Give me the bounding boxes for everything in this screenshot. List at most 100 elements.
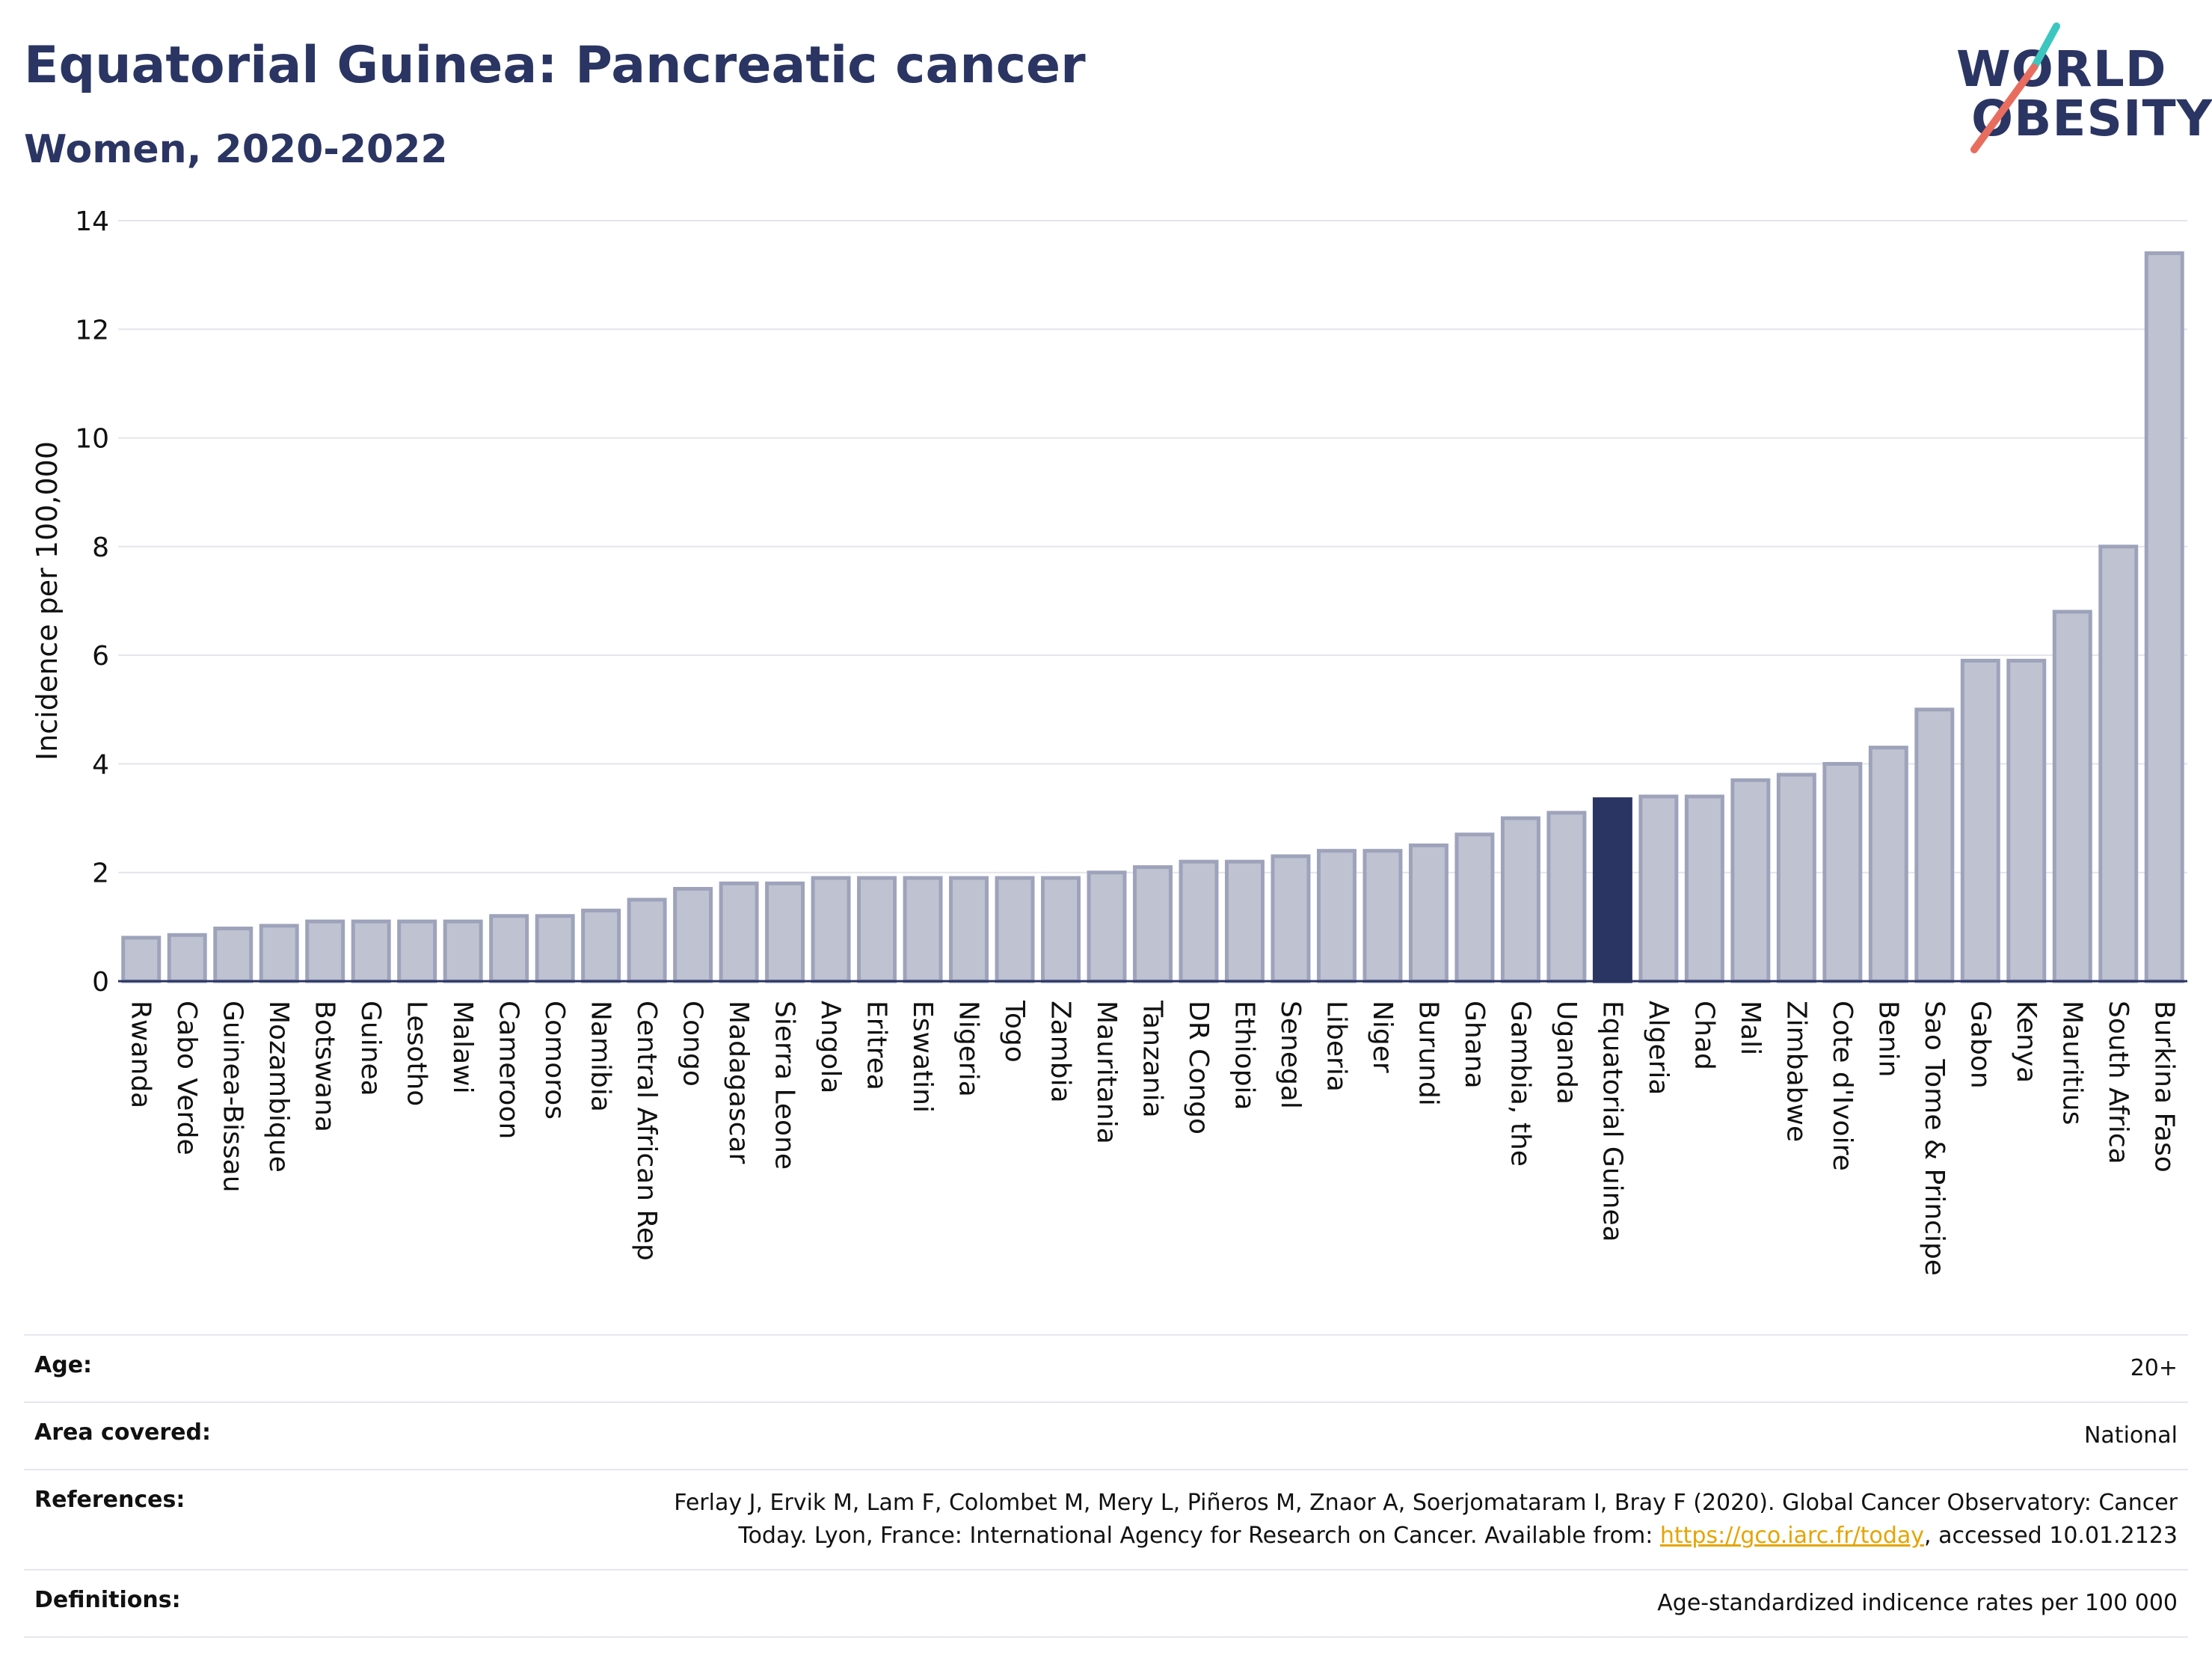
x-tick-label: Liberia (1321, 1001, 1351, 1092)
bar (1730, 778, 1771, 983)
x-tick-label: Niger (1367, 1001, 1398, 1073)
bar (167, 933, 207, 983)
x-tick-label: Cameroon (494, 1001, 524, 1139)
y-tick-label: 6 (92, 641, 109, 672)
y-tick-label: 2 (92, 859, 109, 889)
x-tick-label: Cote d'Ivoire (1827, 1001, 1858, 1171)
y-tick-label: 8 (92, 532, 109, 563)
bar (305, 919, 345, 983)
references-label: References: (34, 1487, 185, 1513)
y-tick-label: 10 (75, 424, 109, 455)
x-tick-label: Congo (678, 1001, 708, 1087)
x-tick-label: Guinea-Bissau (218, 1001, 248, 1193)
area-label: Area covered: (34, 1419, 211, 1446)
x-tick-label: South Africa (2103, 1001, 2133, 1164)
bar (1684, 794, 1724, 983)
y-axis-ticks: 0 2 4 6 8 10 12 14 (75, 206, 109, 998)
x-tick-label: Eritrea (861, 1001, 892, 1090)
logo-slash-icon (1970, 22, 2060, 153)
y-tick-label: 4 (92, 749, 109, 780)
bar (2052, 610, 2092, 983)
area-value: National (2083, 1422, 2178, 1449)
references-line-1: Ferlay J, Ervik M, Lam F, Colombet M, Me… (674, 1490, 2178, 1516)
definitions-value: Age-standardized indicence rates per 100… (1657, 1590, 2178, 1616)
info-table: Age: 20+ Area covered: National Referenc… (24, 1334, 2188, 1638)
bars (121, 251, 2184, 983)
x-tick-label: Burkina Faso (2148, 1001, 2179, 1173)
bar (1822, 761, 1863, 983)
x-axis-labels: Rwanda Cabo Verde Guinea-Bissau Mozambique B… (126, 1000, 2180, 1276)
bar (1041, 876, 1081, 983)
bar (1408, 843, 1448, 983)
info-row-area: Area covered: National (24, 1401, 2188, 1469)
x-tick-label: Gabon (1964, 1001, 1995, 1089)
y-tick-label: 0 (92, 967, 109, 998)
x-tick-label: Ghana (1459, 1001, 1490, 1089)
x-tick-label: Zimbabwe (1781, 1001, 1811, 1142)
bar (1454, 832, 1495, 983)
bar (1087, 871, 1127, 983)
bar (1271, 854, 1311, 983)
y-tick-label: 14 (75, 206, 109, 237)
chart-subtitle: Women, 2020-2022 (24, 127, 448, 172)
x-tick-label: Tanzania (1137, 1000, 1168, 1118)
bar (1868, 746, 1908, 983)
bar (811, 876, 851, 983)
references-value: Ferlay J, Ervik M, Lam F, Colombet M, Me… (573, 1487, 2178, 1553)
x-tick-label: Mauritania (1091, 1001, 1122, 1144)
references-line-2-end: , accessed 10.01.2123 (1924, 1523, 2178, 1549)
x-tick-label: Gambia, the (1505, 1001, 1535, 1167)
info-row-references: References: Ferlay J, Ervik M, Lam F, Co… (24, 1469, 2188, 1569)
bar (2006, 658, 2047, 983)
x-tick-label: Sao Tome & Principe (1919, 1001, 1950, 1276)
x-tick-label: Nigeria (953, 1001, 984, 1097)
x-tick-label: Benin (1872, 1001, 1903, 1077)
x-tick-label: Ethiopia (1229, 1001, 1259, 1111)
bar (1179, 859, 1219, 983)
references-line-2: Today. Lyon, France: International Agenc… (573, 1520, 2178, 1553)
info-row-definitions: Definitions: Age-standardized indicence … (24, 1569, 2188, 1638)
bar (765, 881, 805, 983)
age-value: 20+ (2130, 1355, 2178, 1381)
x-tick-label: Mozambique (263, 1001, 294, 1173)
bar (903, 876, 943, 983)
bar (1914, 707, 1955, 983)
bar (1133, 865, 1173, 983)
x-tick-label: Cabo Verde (171, 1001, 202, 1155)
x-tick-label: Lesotho (402, 1001, 432, 1106)
bar (397, 919, 437, 983)
bar (719, 881, 759, 983)
bar (443, 919, 483, 983)
x-tick-label: Chad (1689, 1001, 1719, 1070)
bar (627, 897, 667, 983)
bar (2144, 251, 2184, 983)
x-tick-label: Burundi (1413, 1001, 1443, 1106)
x-tick-label: Malawi (447, 1001, 478, 1094)
x-tick-label: Mali (1735, 1001, 1766, 1055)
x-tick-label: Kenya (2011, 1001, 2042, 1083)
chart-title: Equatorial Guinea: Pancreatic cancer (24, 36, 1086, 95)
bar (581, 909, 621, 983)
x-tick-label: Rwanda (126, 1001, 156, 1108)
bar (1776, 773, 1816, 983)
x-tick-label: Madagascar (723, 1001, 754, 1164)
bar (535, 914, 575, 983)
references-line-2-start: Today. Lyon, France: International Agenc… (738, 1523, 1660, 1549)
bar (1224, 859, 1265, 983)
bar-chart: 0 2 4 6 8 10 12 14 Rwanda Cabo Verde Guinea-Bissa… (31, 206, 2187, 1276)
x-tick-label: Mauritius (2056, 1001, 2087, 1125)
x-tick-label: Botswana (310, 1001, 340, 1132)
bar (995, 876, 1035, 983)
references-link[interactable]: https://gco.iarc.fr/today (1659, 1523, 1925, 1549)
bar (259, 924, 299, 983)
y-tick-label: 12 (75, 315, 109, 346)
bar (1546, 811, 1587, 983)
bar (1362, 849, 1403, 983)
bar (1316, 849, 1357, 983)
bar-highlighted (1592, 797, 1632, 983)
bar (1960, 658, 2000, 983)
bar (1500, 816, 1540, 983)
bar (949, 876, 989, 983)
bar (351, 919, 391, 983)
x-tick-label: Togo (999, 1000, 1030, 1063)
